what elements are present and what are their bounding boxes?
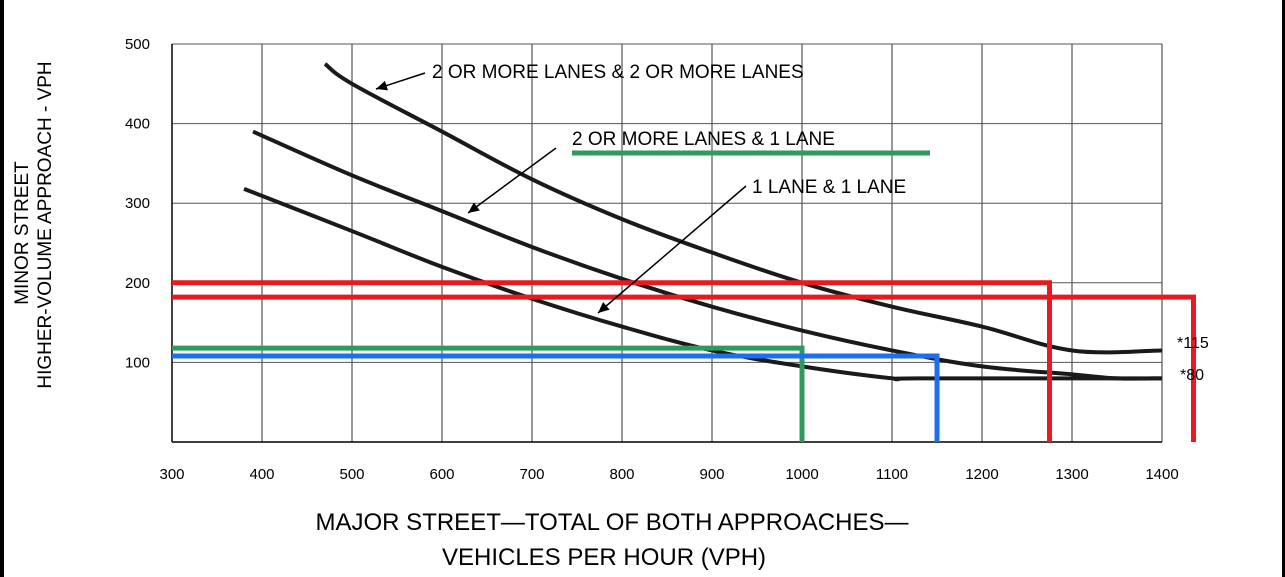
- pointer-2-or-more-1-lane-head: [468, 202, 480, 213]
- x-tick-1400: 1400: [1145, 466, 1178, 483]
- curve-2-or-more-1-lane: [252, 129, 1163, 381]
- annotation-80: *80: [1180, 367, 1204, 384]
- y-tick-labels: 100 200 300 400 500: [125, 36, 150, 371]
- x-tick-300: 300: [159, 466, 184, 483]
- x-tick-600: 600: [429, 466, 454, 483]
- x-tick-1100: 1100: [876, 466, 908, 483]
- y-tick-500: 500: [125, 36, 150, 53]
- label-pointers: [375, 72, 747, 314]
- left-border: [0, 0, 4, 577]
- x-tick-500: 500: [339, 466, 364, 483]
- x-tick-1200: 1200: [965, 466, 998, 483]
- series-labels: 2 OR MORE LANES & 2 OR MORE LANES 2 OR M…: [432, 62, 906, 198]
- pointer-1-lane-1-lane: [597, 185, 747, 314]
- curve-2-or-more-2-or-more: [323, 62, 1163, 355]
- overlay-lines: [172, 150, 1196, 442]
- pointer-1-lane-1-lane-head: [598, 302, 610, 313]
- x-tick-900: 900: [699, 466, 724, 483]
- series-label-2-or-more-1-lane: 2 OR MORE LANES & 1 LANE: [572, 129, 835, 150]
- y-tick-100: 100: [125, 354, 150, 371]
- grid-layer: [171, 43, 1163, 443]
- overlay-line-1: [172, 294, 1196, 442]
- curves-layer: [243, 62, 1163, 382]
- overlay-line-0: [172, 280, 1052, 442]
- pointer-2-or-more-2-or-more-head: [376, 80, 389, 91]
- right-border: [1282, 0, 1285, 577]
- series-label-1-lane-1-lane: 1 LANE & 1 LANE: [752, 177, 906, 198]
- pointer-2-or-more-1-lane: [467, 147, 557, 214]
- overlay-line-3: [172, 353, 940, 442]
- x-tick-400: 400: [249, 466, 274, 483]
- series-label-2-or-more-2-or-more: 2 OR MORE LANES & 2 OR MORE LANES: [432, 62, 804, 83]
- x-tick-700: 700: [519, 466, 544, 483]
- x-tick-1300: 1300: [1055, 466, 1088, 483]
- y-tick-200: 200: [125, 275, 150, 292]
- y-axis-label-line2: HIGHER-VOLUME APPROACH - VPH: [35, 61, 56, 388]
- x-tick-labels: 300 400 500 600 700 800 900 1000 1100 1200 1300 140…: [159, 466, 1178, 483]
- x-tick-800: 800: [609, 466, 634, 483]
- overlay-line-2: [172, 345, 805, 442]
- y-tick-300: 300: [125, 195, 150, 212]
- annotation-115: *115: [1177, 335, 1209, 352]
- x-tick-1000: 1000: [785, 466, 818, 483]
- y-axis-label-line1: MINOR STREET: [12, 161, 33, 305]
- x-axis-label-line2: VEHICLES PER HOUR (VPH): [442, 544, 766, 571]
- x-axis-label-line1: MAJOR STREET—TOTAL OF BOTH APPROACHES—: [316, 509, 909, 536]
- y-tick-400: 400: [125, 116, 150, 133]
